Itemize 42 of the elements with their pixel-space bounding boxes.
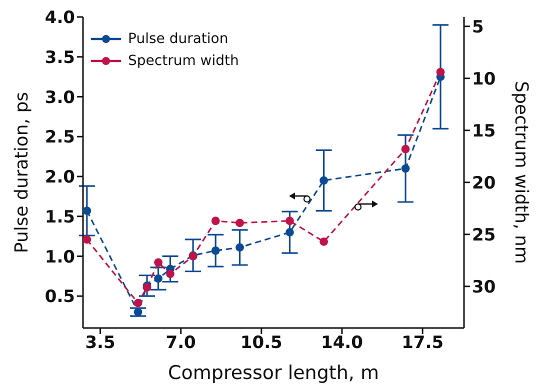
point xyxy=(134,308,142,316)
point xyxy=(436,68,445,76)
point xyxy=(154,274,162,283)
y-tick-label: 2.5 xyxy=(44,128,75,148)
x-tick-label: 14.0 xyxy=(321,333,364,354)
x-tick-label: 17.5 xyxy=(402,333,444,354)
y-tick-label: 3.0 xyxy=(44,88,76,108)
legend-label: Spectrum width xyxy=(128,52,239,71)
point xyxy=(83,235,92,244)
point xyxy=(286,216,294,226)
y2-tick-label: 20 xyxy=(472,173,496,194)
x-tick-label: 3.5 xyxy=(85,333,116,354)
y2-tick-label: 5 xyxy=(472,17,484,38)
y-tick-label: 4.0 xyxy=(44,8,76,28)
y-tick-label: 0.5 xyxy=(44,287,75,308)
point xyxy=(401,164,410,173)
y-tick-label: 1.5 xyxy=(44,207,75,228)
point xyxy=(211,216,220,226)
point xyxy=(320,237,328,246)
point xyxy=(166,270,174,278)
point xyxy=(211,246,220,255)
point xyxy=(154,258,162,267)
point xyxy=(83,206,92,215)
y2-axis-title: Spectrum width, nm xyxy=(510,81,532,264)
y2-tick-label: 10 xyxy=(472,69,496,90)
point xyxy=(134,298,142,308)
x-tick-label: 10.5 xyxy=(240,333,282,354)
y-axis-title: Pulse duration, ps xyxy=(11,92,32,254)
point xyxy=(236,218,244,228)
point xyxy=(236,243,244,252)
y2-tick-label: 25 xyxy=(472,225,496,246)
y2-tick-label: 30 xyxy=(472,277,496,298)
y-tick-label: 2.0 xyxy=(44,168,76,188)
legend-label: Pulse duration xyxy=(128,30,228,49)
point xyxy=(286,228,294,237)
y-tick-label: 3.5 xyxy=(44,48,75,68)
point xyxy=(320,176,328,185)
y2-tick-label: 15 xyxy=(472,121,496,142)
point xyxy=(401,144,410,154)
x-tick-label: 7.0 xyxy=(166,333,196,354)
x-axis-title: Compressor length, m xyxy=(168,362,379,384)
y-tick-label: 1.0 xyxy=(44,247,76,268)
